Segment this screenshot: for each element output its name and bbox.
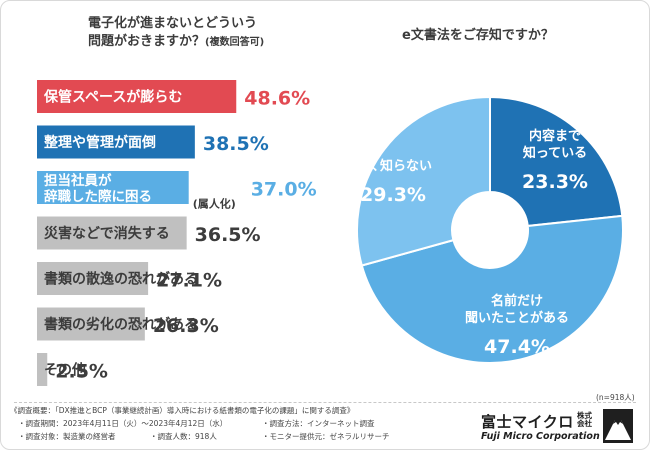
- footnote-provider: ・モニター提供元：ゼネラルリサーチ: [262, 432, 390, 441]
- donut-value-3: 29.3%: [360, 184, 426, 206]
- company-logo-mountain-icon: [603, 409, 633, 443]
- bar-chart-title: 電子化が進まないとどういう 問題がおきますか？(複数回答可): [88, 15, 264, 52]
- bar-label-1: 保管スペースが膨らむ: [43, 89, 182, 106]
- bar-chart-title-note: (複数回答可): [205, 37, 265, 48]
- donut-label-line: 全く知らない: [353, 158, 432, 174]
- bar-6: [37, 307, 145, 341]
- donut-label-2: 名前だけ聞いたことがある: [465, 293, 569, 326]
- bar-value-2: 38.5%: [203, 133, 269, 155]
- footnote-count: ・調査人数：918人: [150, 432, 217, 441]
- footnote-target: ・調査対象：製造業の経営者: [18, 432, 116, 441]
- donut-slice-2: [360, 214, 624, 364]
- bar-7: [37, 353, 48, 386]
- donut-label-line: 知っている: [523, 145, 587, 161]
- sample-size: (n=918人): [596, 393, 635, 402]
- bar-2: [37, 125, 195, 159]
- bar-label-2: 整理や管理が面倒: [43, 134, 156, 151]
- company-logo-text: 富士マイクロ: [481, 413, 574, 431]
- bar-value-6: 26.3%: [153, 315, 219, 337]
- bar-value-3: 37.0%: [251, 179, 317, 201]
- donut-slice-3: [356, 95, 491, 267]
- bar-label-line: 担当社員が: [44, 172, 112, 189]
- bar-value-7: 2.5%: [55, 361, 108, 383]
- footnote-method: ・調査方法：インターネット調査: [262, 419, 375, 428]
- bar-5: [37, 262, 149, 295]
- bar-label-4: 災害などで消失する: [44, 225, 170, 242]
- footer-divider: [14, 402, 636, 403]
- bar-1: [37, 80, 237, 113]
- bar-label-6: 書類の劣化の恐れがある: [44, 316, 198, 333]
- bar-chart-title-line-2: 問題がおきますか？(複数回答可): [88, 33, 264, 52]
- bar-value-5: 27.1%: [156, 270, 222, 292]
- donut-label-line: 名前だけ: [491, 293, 543, 309]
- donut-label-line: 聞いたことがある: [465, 310, 569, 326]
- bar-label-line: 辞職した際に困る: [44, 188, 152, 205]
- footnote-period: ・調査期間：2023年4月11日（火）〜2023年4月12日（水）: [18, 419, 228, 428]
- bar-4: [37, 216, 187, 250]
- donut-slice-1: [489, 95, 624, 228]
- pie-chart-title: e文書法をご存知ですか？: [402, 28, 554, 43]
- donut-label-line: 内容まで: [529, 128, 581, 144]
- bar-label-3: 担当社員が辞職した際に困る: [44, 172, 152, 205]
- bar-label-note-3: (属人化): [193, 197, 236, 211]
- footnote-overview: 《調査概要：「DX推進とBCP（事業継続計画）導入時における紙書類の電子化の課題…: [10, 406, 355, 415]
- bar-chart-title-line-2-text: 問題がおきますか？: [88, 34, 206, 49]
- bar-3: [37, 171, 189, 204]
- bar-label-7: その他: [44, 362, 86, 379]
- bar-value-1: 48.6%: [244, 88, 310, 110]
- bar-value-4: 36.5%: [195, 224, 261, 246]
- donut-value-1: 23.3%: [522, 171, 588, 193]
- donut-value-2: 47.4%: [484, 336, 550, 358]
- company-logo-kk: 株式会社: [577, 411, 592, 428]
- donut-label-3: 全く知らない: [353, 158, 432, 174]
- donut-label-1: 内容まで知っている: [523, 128, 587, 161]
- company-logo-english: Fuji Micro Corporation: [481, 431, 600, 442]
- bar-label-5: 書類の散逸の恐れがある: [44, 271, 198, 288]
- bar-chart-title-line-1: 電子化が進まないとどういう: [88, 16, 258, 31]
